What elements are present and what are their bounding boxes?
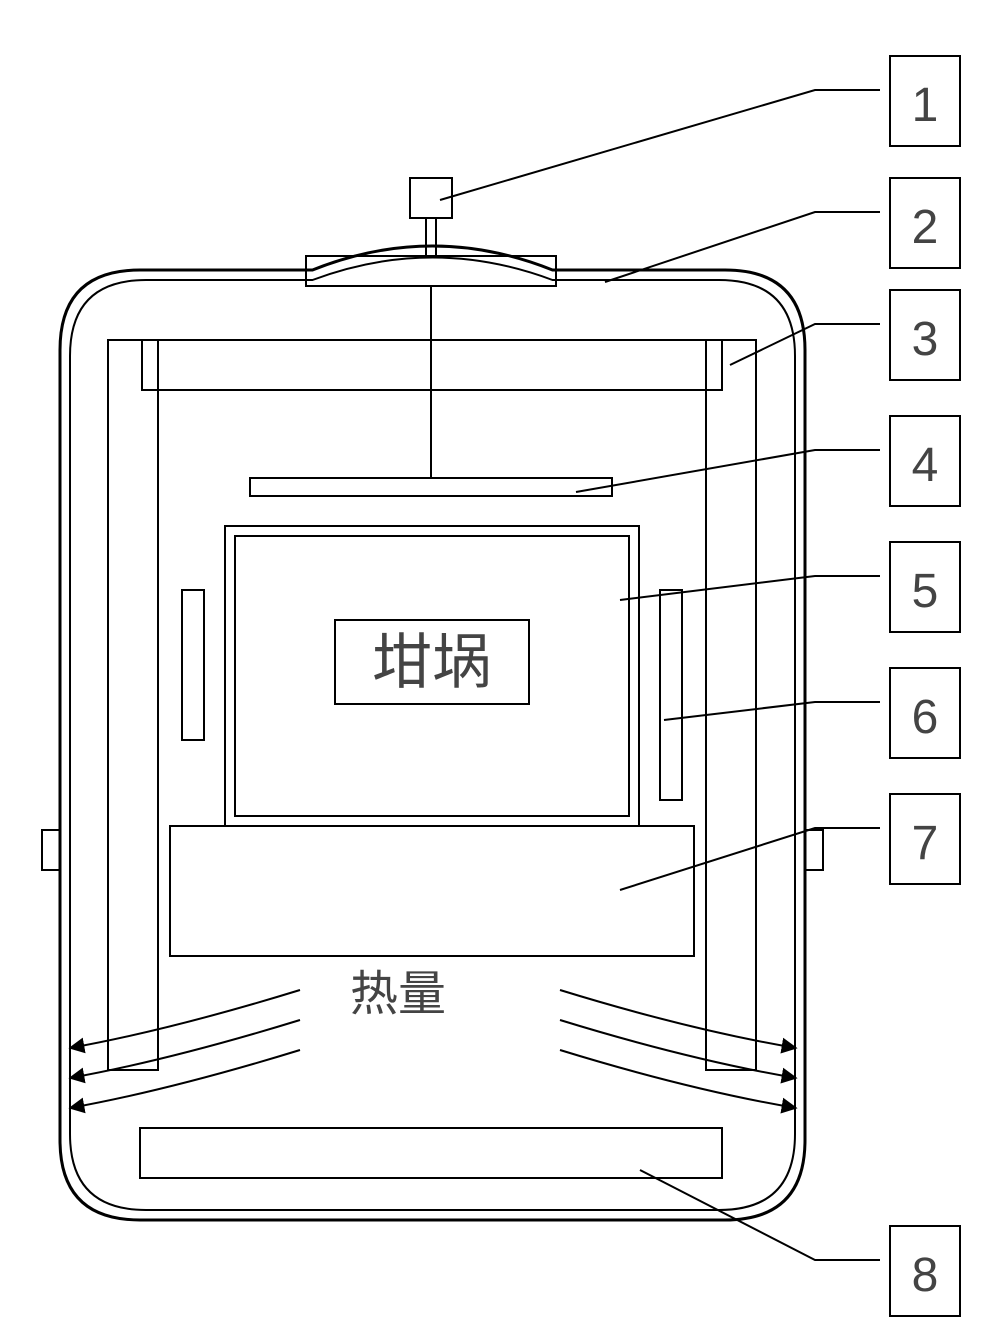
vessel-outer-wall [60, 246, 805, 1220]
leader-l7 [620, 828, 880, 890]
insulation-bottom [140, 1128, 722, 1178]
flow-arrow [70, 1020, 300, 1078]
diagram-root: 坩埚 热量 1 2 3 4 5 6 7 8 [0, 0, 1006, 1342]
label-text-l3: 3 [912, 313, 939, 366]
insulation-left [108, 340, 158, 1070]
flow-arrow [560, 1020, 796, 1078]
flow-arrow [560, 990, 796, 1048]
crucible-label: 坩埚 [372, 630, 492, 696]
flange-right [805, 830, 823, 870]
side-heater-right [660, 590, 682, 800]
label-text-l8: 8 [912, 1249, 939, 1302]
label-text-l7: 7 [912, 817, 939, 870]
label-text-l6: 6 [912, 691, 939, 744]
flow-arrow [70, 1050, 300, 1108]
leader-l4 [576, 450, 880, 492]
label-text-l2: 2 [912, 201, 939, 254]
insulation-right [706, 340, 756, 1070]
label-text-l1: 1 [912, 79, 939, 132]
label-text-l4: 4 [912, 439, 939, 492]
flow-arrow [70, 990, 300, 1048]
vessel-inner-wall [70, 258, 795, 1211]
motor-stem [426, 218, 436, 256]
base-block [170, 826, 694, 956]
side-heater-left [182, 590, 204, 740]
heat-label: 热量 [350, 968, 446, 1021]
label-text-l5: 5 [912, 565, 939, 618]
leader-l6 [664, 702, 880, 720]
label-boxes: 1 2 3 4 5 6 7 8 [890, 56, 960, 1316]
flange-left [42, 830, 60, 870]
cover-plate [250, 478, 612, 496]
flow-arrow [560, 1050, 796, 1108]
leader-l1 [440, 90, 880, 200]
